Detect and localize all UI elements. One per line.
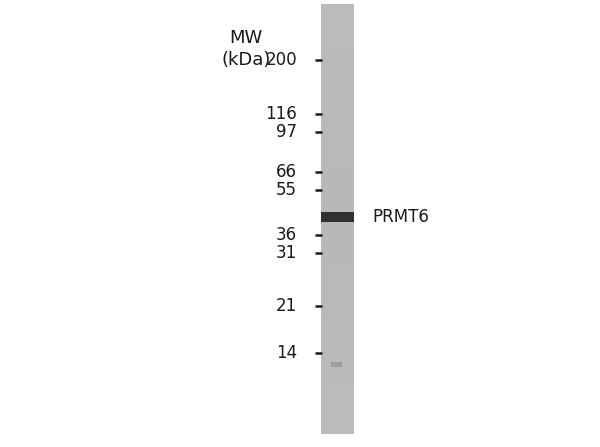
Bar [321,224,354,230]
Bar [321,9,354,15]
Bar [321,68,354,74]
Bar [321,90,354,96]
Text: 31: 31 [276,244,297,261]
Bar [321,412,354,417]
Bar [321,213,354,219]
Bar [321,154,354,160]
Bar [321,288,354,294]
Bar [321,133,354,139]
Text: 97: 97 [276,123,297,141]
Text: 21: 21 [276,297,297,315]
Bar [321,74,354,80]
Bar [321,219,354,224]
Bar [321,245,354,251]
Bar [321,396,354,401]
Bar [321,192,354,198]
Bar [321,406,354,412]
Bar [321,212,354,222]
Bar [321,380,354,385]
Bar [321,283,354,289]
Bar [321,294,354,299]
Text: PRMT6: PRMT6 [372,208,429,226]
Bar [321,36,354,42]
Text: 55: 55 [276,181,297,199]
Bar [321,42,354,47]
Bar [321,310,354,316]
Bar [321,160,354,165]
Bar [321,363,354,369]
Bar [321,58,354,63]
Bar [321,422,354,428]
Bar [321,320,354,326]
Bar [321,385,354,391]
Bar [321,63,354,69]
Bar [321,101,354,106]
Bar [331,362,343,367]
Bar [321,143,354,149]
Bar [321,267,354,273]
Bar [321,4,354,434]
Bar [321,261,354,267]
Bar [321,181,354,187]
Bar [321,240,354,246]
Text: MW
(kDa): MW (kDa) [221,29,271,69]
Bar [321,229,354,235]
Bar [321,47,354,53]
Bar [321,417,354,423]
Bar [321,401,354,407]
Bar [321,170,354,176]
Bar [321,369,354,375]
Bar [321,331,354,337]
Bar [321,106,354,112]
Bar [321,15,354,21]
Text: 116: 116 [265,105,297,123]
Bar [321,127,354,133]
Bar [321,299,354,305]
Bar [321,20,354,26]
Bar [321,353,354,358]
Bar [321,122,354,128]
Text: 66: 66 [276,163,297,181]
Bar [321,197,354,203]
Bar [321,272,354,278]
Bar [321,84,354,90]
Bar [321,337,354,342]
Text: 200: 200 [265,51,297,69]
Bar [321,304,354,310]
Bar [321,315,354,321]
Bar [321,149,354,155]
Bar [321,111,354,117]
Bar [321,186,354,192]
Bar [321,165,354,171]
Bar [321,374,354,380]
Bar [321,256,354,262]
Bar [321,347,354,353]
Bar [321,428,354,434]
Bar [321,358,354,364]
Bar [321,390,354,396]
Bar [321,117,354,122]
Bar [321,52,354,58]
Text: 36: 36 [276,226,297,244]
Bar [321,79,354,85]
Bar [321,176,354,181]
Bar [321,31,354,37]
Bar [321,251,354,257]
Bar [321,25,354,31]
Text: 14: 14 [276,344,297,362]
Bar [321,235,354,240]
Bar [321,342,354,348]
Bar [321,202,354,208]
Bar [321,138,354,144]
Bar [321,326,354,332]
Bar [321,95,354,101]
Bar [321,208,354,214]
Bar [321,4,354,10]
Bar [321,278,354,283]
